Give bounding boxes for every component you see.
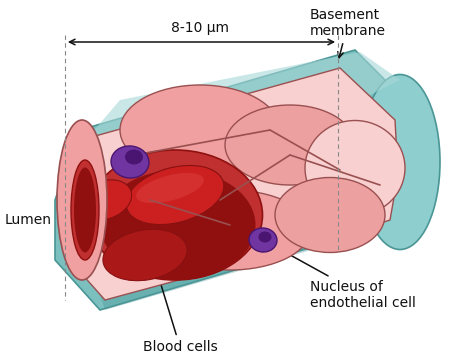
Ellipse shape: [150, 190, 309, 270]
Ellipse shape: [57, 120, 107, 280]
Ellipse shape: [120, 85, 279, 175]
Polygon shape: [90, 52, 399, 155]
Ellipse shape: [274, 177, 384, 253]
Ellipse shape: [126, 165, 223, 224]
Ellipse shape: [87, 150, 262, 280]
Ellipse shape: [111, 146, 149, 178]
Ellipse shape: [359, 75, 439, 249]
Text: Basement
membrane: Basement membrane: [309, 8, 385, 58]
Text: Blood cells: Blood cells: [143, 269, 217, 354]
Polygon shape: [55, 50, 419, 310]
Polygon shape: [100, 215, 379, 310]
Ellipse shape: [304, 121, 404, 215]
Ellipse shape: [71, 160, 99, 260]
Text: Lumen: Lumen: [5, 213, 88, 227]
Ellipse shape: [74, 168, 96, 253]
Ellipse shape: [78, 180, 131, 220]
Ellipse shape: [225, 105, 354, 185]
Ellipse shape: [258, 232, 271, 243]
Polygon shape: [65, 68, 397, 300]
Ellipse shape: [103, 229, 187, 281]
Text: Nucleus of
endothelial cell: Nucleus of endothelial cell: [267, 242, 415, 310]
Ellipse shape: [125, 150, 143, 164]
Ellipse shape: [100, 170, 255, 280]
Ellipse shape: [249, 228, 276, 252]
Text: 8-10 μm: 8-10 μm: [170, 21, 229, 35]
Ellipse shape: [136, 173, 203, 203]
